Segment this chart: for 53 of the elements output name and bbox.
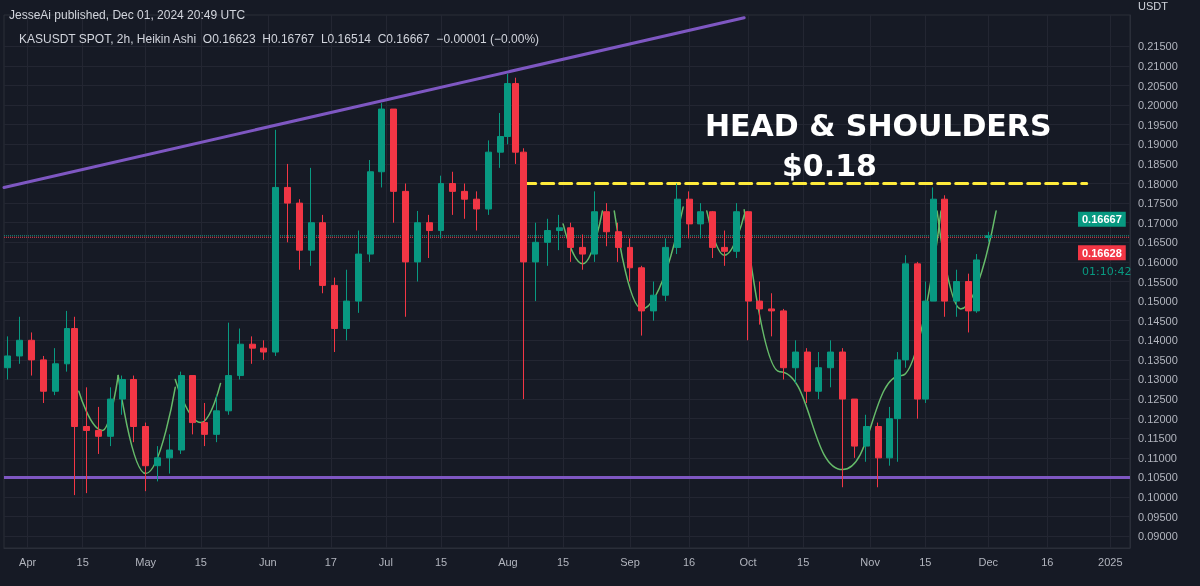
x-tick-label: 2025 [1098, 555, 1123, 568]
ref-line-label: 0.16628 [1082, 246, 1122, 259]
chart-title: JesseAi published, Dec 01, 2024 20:49 UTC [9, 8, 246, 22]
x-tick-label: 15 [434, 555, 448, 568]
y-tick-label: 0.13000 [1138, 373, 1178, 386]
y-axis-title: USDT [1138, 0, 1169, 12]
y-tick-label: 0.11000 [1138, 451, 1177, 464]
x-tick-label: 17 [324, 555, 337, 568]
y-tick-label: 0.15500 [1138, 275, 1178, 288]
x-tick-label: Oct [739, 555, 757, 568]
x-tick-label: Dec [978, 555, 999, 568]
x-tick-label: Jun [258, 555, 277, 568]
y-tick-label: 0.21500 [1138, 40, 1178, 53]
y-tick-label: 0.14500 [1138, 314, 1178, 327]
y-tick-label: 0.17500 [1138, 197, 1178, 210]
y-tick-label: 0.17000 [1138, 216, 1178, 229]
x-tick-label: May [135, 555, 157, 568]
x-tick-label: Jul [378, 555, 393, 568]
y-tick-label: 0.16000 [1138, 255, 1178, 268]
x-tick-label: 16 [682, 555, 696, 568]
annotation: 01:10:42 [1082, 265, 1132, 278]
x-tick-label: 15 [194, 555, 207, 568]
x-tick-label: 15 [556, 555, 570, 568]
y-tick-label: 0.20000 [1138, 99, 1178, 112]
y-tick-label: 0.21000 [1138, 59, 1178, 72]
y-tick-label: 0.18500 [1138, 157, 1178, 170]
x-tick-label: 15 [919, 555, 932, 568]
y-tick-label: 0.13500 [1138, 353, 1178, 366]
y-tick-label: 0.16500 [1138, 236, 1178, 249]
y-tick-label: 0.19000 [1138, 138, 1178, 151]
y-tick-label: 0.15000 [1138, 295, 1178, 308]
y-tick-label: 0.19500 [1138, 118, 1178, 131]
x-tick-label: Apr [19, 555, 37, 568]
x-tick-label: 15 [797, 555, 810, 568]
y-tick-label: 0.11500 [1138, 432, 1177, 445]
y-tick-label: 0.20500 [1138, 79, 1178, 92]
x-tick-label: Aug [498, 555, 518, 568]
x-tick-label: 15 [76, 555, 89, 568]
x-tick-label: 16 [1041, 555, 1054, 568]
y-tick-label: 0.10000 [1138, 491, 1178, 504]
x-tick-label: Nov [860, 555, 881, 568]
ref-line-label: 0.16667 [1082, 213, 1122, 226]
y-tick-label: 0.10500 [1138, 471, 1178, 484]
annotation: $0.18 [782, 147, 877, 183]
annotation: HEAD & SHOULDERS [705, 107, 1052, 143]
y-tick-label: 0.09500 [1138, 510, 1178, 523]
y-tick-label: 0.09000 [1138, 530, 1178, 543]
y-tick-label: 0.14000 [1138, 334, 1178, 347]
x-tick-label: Sep [620, 555, 640, 568]
text: KASUSDT SPOT, 2h, Heikin Ashi O0.16623 H0.16767 L0.16514 C0.16667 −0.00001 (−0.00%) [19, 32, 540, 46]
y-tick-label: 0.18000 [1138, 177, 1178, 190]
y-tick-label: 0.12000 [1138, 412, 1178, 425]
y-tick-label: 0.12500 [1138, 393, 1178, 406]
